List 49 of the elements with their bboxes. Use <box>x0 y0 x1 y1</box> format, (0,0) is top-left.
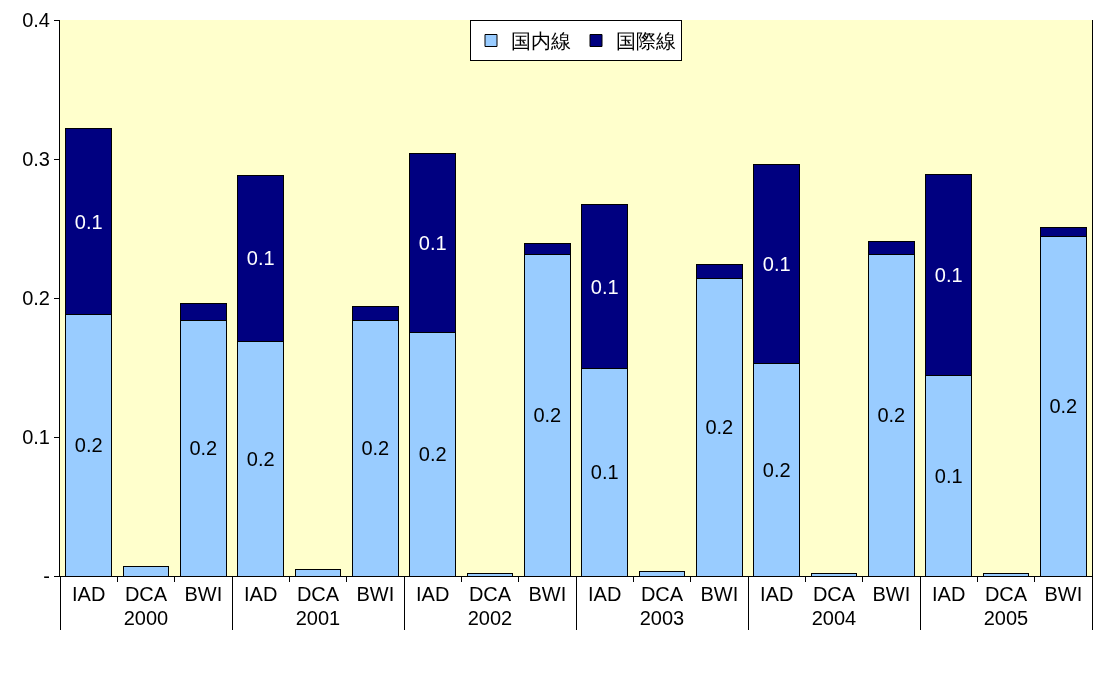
x-tick-label: BWI <box>184 583 223 605</box>
y-tick-label: 0.4 <box>22 9 50 31</box>
data-label: 0.2 <box>246 447 275 470</box>
x-tick-label: BWI <box>872 583 911 605</box>
data-label: 0.2 <box>74 434 103 457</box>
y-tick-label: 0.1 <box>22 426 50 448</box>
x-tick-label: BWI <box>528 583 567 605</box>
data-label: 0.1 <box>762 252 791 275</box>
data-label: 0.2 <box>762 458 791 481</box>
data-label: 0.1 <box>934 264 963 287</box>
x-tick-label: IAD <box>760 583 794 605</box>
x-tick-label: BWI <box>1044 583 1083 605</box>
x-tick-label: DCA <box>296 583 340 605</box>
x-tick-label: DCA <box>984 583 1028 605</box>
data-label: 0.2 <box>705 416 734 439</box>
data-label: 0.2 <box>1049 395 1078 418</box>
x-tick-label: IAD <box>416 583 450 605</box>
text: 2001 <box>295 607 341 629</box>
text: 2004 <box>811 607 857 629</box>
data-label: 0.1 <box>590 275 619 298</box>
x-tick-label: IAD <box>244 583 278 605</box>
data-label: 0.1 <box>418 232 447 255</box>
text: 2002 <box>467 607 513 629</box>
y-tick-label: 0.3 <box>22 148 50 170</box>
text: 2000 <box>123 607 169 629</box>
x-tick-label: DCA <box>640 583 684 605</box>
x-tick-label: IAD <box>588 583 622 605</box>
data-label: 0.1 <box>74 210 103 233</box>
y-tick-label: - <box>43 565 50 587</box>
x-tick-label: BWI <box>356 583 395 605</box>
text: 2005 <box>983 607 1029 629</box>
x-tick-label: IAD <box>932 583 966 605</box>
data-label: 0.2 <box>361 437 390 460</box>
data-label: 0.1 <box>590 461 619 484</box>
x-tick-label: DCA <box>468 583 512 605</box>
legend-label: 国内線 <box>511 30 571 53</box>
data-label: 0.2 <box>533 404 562 427</box>
y-tick-label: 0.2 <box>22 287 50 309</box>
data-label: 0.1 <box>246 247 275 270</box>
data-label: 0.2 <box>189 437 218 460</box>
data-label: 0.2 <box>418 443 447 466</box>
x-tick-label: IAD <box>72 583 106 605</box>
x-tick-label: DCA <box>124 583 168 605</box>
data-label: 0.2 <box>877 404 906 427</box>
text: 2003 <box>639 607 685 629</box>
x-tick-label: DCA <box>812 583 856 605</box>
data-label: 0.1 <box>934 464 963 487</box>
legend-label: 国際線 <box>616 30 676 53</box>
x-tick-label: BWI <box>700 583 739 605</box>
